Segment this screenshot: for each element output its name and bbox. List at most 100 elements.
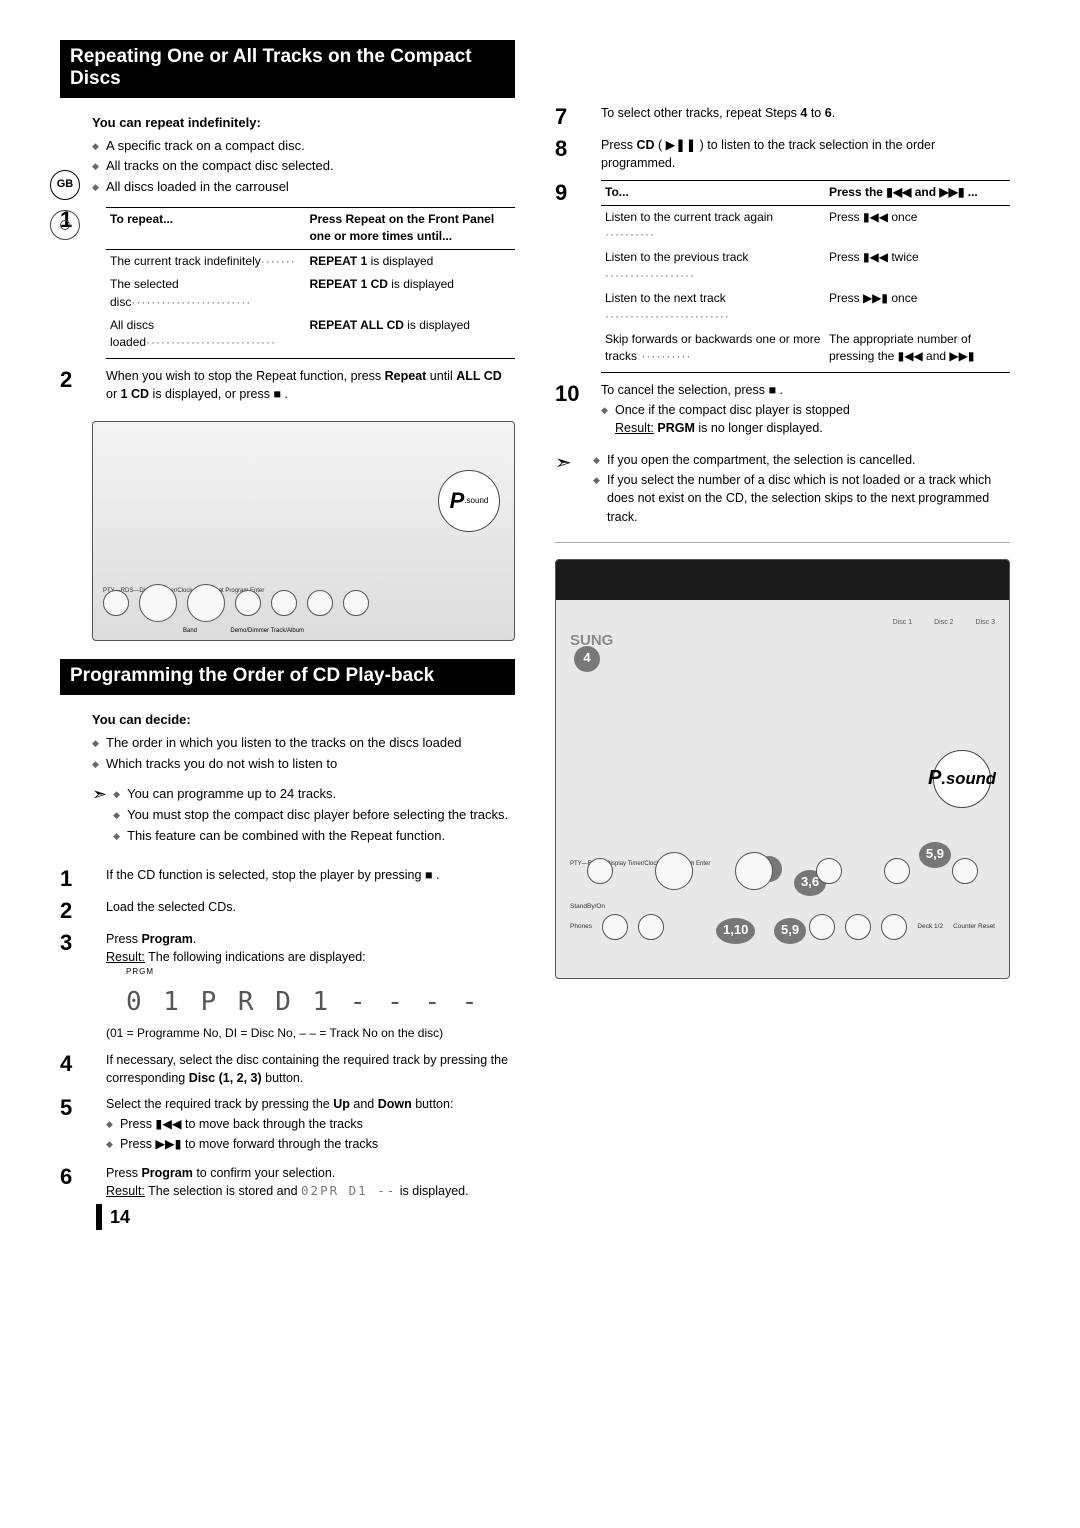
power-sound-knob: P.sound	[438, 470, 500, 532]
right-column: 7 To select other tracks, repeat Steps 4…	[555, 40, 1010, 1206]
decide-item: Which tracks you do not wish to listen t…	[92, 755, 515, 774]
step-text: Press Program. Result: The following ind…	[106, 930, 515, 1043]
cell: is displayed	[367, 254, 433, 268]
phones-label: Phones	[570, 922, 592, 931]
step-number: 4	[60, 1051, 94, 1087]
button-icon	[139, 584, 177, 622]
step: 1 To repeat... Press Repeat on the Front…	[60, 207, 515, 359]
intro-list: A specific track on a compact disc. All …	[92, 137, 515, 198]
cell: is displayed	[388, 277, 454, 291]
note-block: ➣ If you open the compartment, the selec…	[555, 449, 1010, 528]
step-number: 7	[555, 104, 589, 128]
ctrl-row2: Phones Deck 1/2 Counter Reset	[570, 914, 995, 940]
dots: ·······	[261, 254, 296, 268]
standby-label: StandBy/On	[570, 902, 605, 911]
button-icon	[307, 590, 333, 616]
disc-icon	[50, 210, 80, 240]
step-number: 3	[60, 930, 94, 1043]
step-number: 8	[555, 136, 589, 160]
step-text: To select other tracks, repeat Steps 4 t…	[601, 104, 1010, 122]
divider	[555, 542, 1010, 543]
cell: REPEAT 1	[309, 254, 367, 268]
button-icon	[952, 858, 978, 884]
intro-item: All tracks on the compact disc selected.	[92, 157, 515, 176]
step-number: 2	[60, 898, 94, 922]
cell: Press ▮◀◀ twice	[825, 246, 1010, 287]
sub-item: Press ▶▶▮ to move forward through the tr…	[106, 1135, 515, 1153]
button-icon	[884, 858, 910, 884]
ctrl-row	[570, 852, 995, 890]
th-right: Press Repeat on the Front Panel one or m…	[305, 208, 515, 250]
note-item: You can programme up to 24 tracks.	[113, 785, 515, 804]
button-icon	[655, 852, 693, 890]
button-icon	[103, 590, 129, 616]
cell: Press ▶▶▮ once	[825, 287, 1010, 328]
button-row	[103, 584, 504, 622]
device-illustration-callouts: SUNG Disc 1Disc 2Disc 3 P.sound 4 5,9 8 …	[555, 559, 1010, 979]
note-item: If you select the number of a disc which…	[593, 471, 1010, 525]
step-number: 2	[60, 367, 94, 403]
note-item: This feature can be combined with the Re…	[113, 827, 515, 846]
arrow-icon: ➣	[555, 449, 583, 528]
arrow-icon: ➣	[92, 781, 107, 807]
step-text: Press CD ( ▶❚❚ ) to listen to the track …	[601, 136, 1010, 172]
button-icon	[343, 590, 369, 616]
button-icon	[809, 914, 835, 940]
button-icon	[735, 852, 773, 890]
counter-label: Counter Reset	[953, 922, 995, 931]
cell: REPEAT ALL CD	[309, 318, 403, 332]
dots: ························	[131, 295, 251, 309]
cell: Listen to the current track again	[605, 210, 773, 224]
step-number: 9	[555, 180, 589, 204]
device-illustration: P.sound PTY—RDS—Display Timer/Clock CD/R…	[92, 421, 515, 641]
intro-item: A specific track on a compact disc.	[92, 137, 515, 156]
cell: Listen to the previous track	[605, 250, 748, 264]
cell: The current track indefinitely	[110, 254, 261, 268]
th-left: To...	[601, 181, 825, 205]
th-right: Press the ▮◀◀ and ▶▶▮ ...	[825, 181, 1010, 205]
region-badge: GB	[50, 170, 80, 200]
step-number: 6	[60, 1164, 94, 1200]
note-item: If you open the compartment, the selecti…	[593, 451, 1010, 469]
button-icon	[881, 914, 907, 940]
button-icon	[235, 590, 261, 616]
cell: Listen to the next track	[605, 291, 726, 305]
step: 2 When you wish to stop the Repeat funct…	[60, 367, 515, 403]
cell: is displayed	[404, 318, 470, 332]
decide-item: The order in which you listen to the tra…	[92, 734, 515, 753]
left-column: Repeating One or All Tracks on the Compa…	[60, 40, 515, 1206]
manual-page: GB Repeating One or All Tracks on the Co…	[60, 40, 1010, 1206]
step-text: If necessary, select the disc containing…	[106, 1051, 515, 1087]
power-sound-knob: P.sound	[933, 750, 991, 808]
button-icon	[587, 858, 613, 884]
intro-item: All discs loaded in the carrousel	[92, 178, 515, 197]
step-number: 10	[555, 381, 589, 405]
step-number: 5	[60, 1095, 94, 1155]
disc-labels: Disc 1Disc 2Disc 3	[893, 618, 995, 628]
button-icon	[187, 584, 225, 622]
button-icon	[638, 914, 664, 940]
page-number: 14	[96, 1204, 130, 1230]
section-heading: Programming the Order of CD Play-back	[60, 659, 515, 695]
note-block: ➣ You can programme up to 24 tracks. You…	[92, 783, 515, 858]
dots: ··························	[146, 335, 276, 349]
section-heading: Repeating One or All Tracks on the Compa…	[60, 40, 515, 98]
callout: 4	[574, 646, 600, 672]
cell: Press ▮◀◀ once	[825, 205, 1010, 246]
cell: REPEAT 1 CD	[309, 277, 387, 291]
skip-table: To... Press the ▮◀◀ and ▶▶▮ ... Listen t…	[601, 180, 1010, 373]
button-icon	[816, 858, 842, 884]
step-number: 1	[60, 866, 94, 890]
intro-head: You can repeat indefinitely:	[92, 114, 515, 133]
sub-labels: Band Demo/Dimmer Track/Album	[183, 627, 304, 636]
step-text: Load the selected CDs.	[106, 898, 515, 922]
button-icon	[271, 590, 297, 616]
sub-item: Once if the compact disc player is stopp…	[601, 401, 1010, 437]
cell: The appropriate number of pressing the ▮…	[825, 328, 1010, 372]
decide-head: You can decide:	[92, 711, 515, 730]
step-text: To cancel the selection, press ■ . Once …	[601, 381, 1010, 439]
step-text: Select the required track by pressing th…	[106, 1095, 515, 1155]
display-code: 0 1 P R D 1 - - - -	[126, 984, 515, 1022]
step-text: When you wish to stop the Repeat functio…	[106, 367, 515, 403]
note-item: You must stop the compact disc player be…	[113, 806, 515, 825]
